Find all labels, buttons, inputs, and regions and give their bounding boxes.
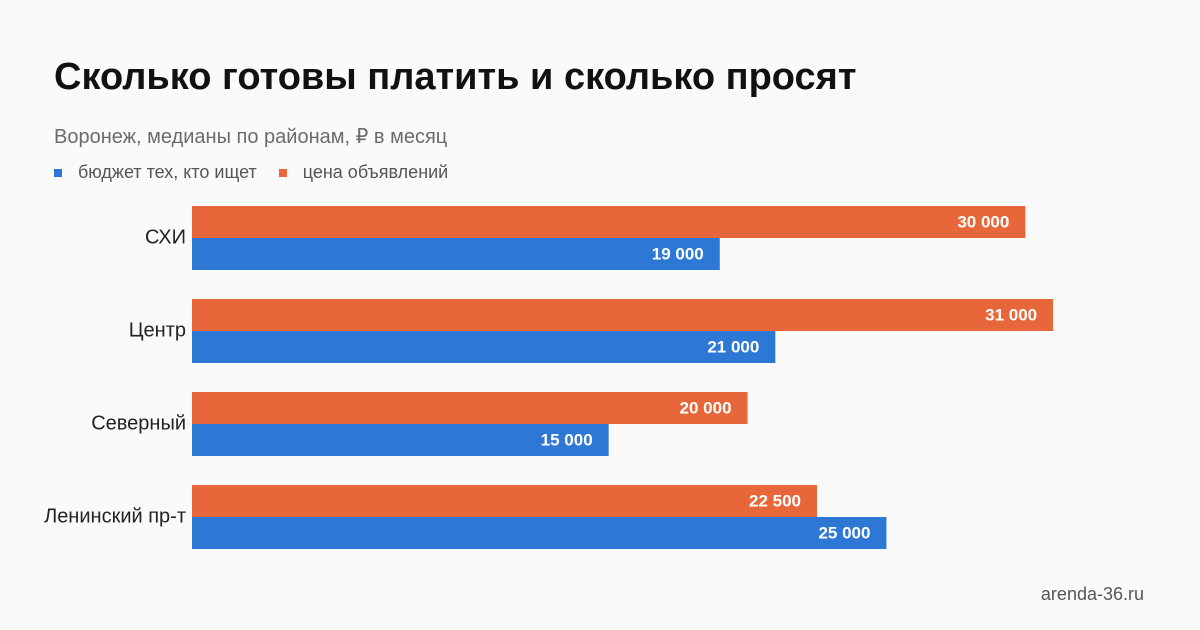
legend-item-budget: бюджет тех, кто ищет bbox=[54, 162, 257, 183]
chart-title: Сколько готовы платить и сколько просят bbox=[54, 56, 857, 98]
chart-subtitle: Воронеж, медианы по районам, ₽ в месяц bbox=[54, 126, 448, 148]
bar-asking-2 bbox=[192, 392, 748, 424]
value-label-asking-0: 30 000 bbox=[957, 212, 1009, 231]
category-label-1: Центр bbox=[129, 319, 186, 341]
category-label-2: Северный bbox=[91, 412, 186, 434]
legend-swatch-budget bbox=[54, 168, 62, 177]
value-label-budget-0: 19 000 bbox=[652, 244, 704, 263]
value-label-budget-1: 21 000 bbox=[707, 337, 759, 356]
legend-label-budget: бюджет тех, кто ищет bbox=[78, 162, 257, 182]
value-label-budget-3: 25 000 bbox=[818, 523, 870, 542]
bar-budget-2 bbox=[192, 424, 609, 456]
category-label-0: СХИ bbox=[145, 226, 186, 248]
category-label-3: Ленинский пр-т bbox=[44, 505, 186, 527]
bar-asking-0 bbox=[192, 206, 1026, 238]
bar-budget-3 bbox=[192, 517, 887, 549]
bar-asking-1 bbox=[192, 299, 1054, 331]
source-credit: arenda-36.ru bbox=[1040, 584, 1144, 604]
bar-budget-1 bbox=[192, 331, 776, 363]
value-label-budget-2: 15 000 bbox=[541, 430, 593, 449]
legend-label-asking: цена объявлений bbox=[302, 162, 449, 182]
bar-budget-0 bbox=[192, 238, 720, 270]
legend-swatch-asking bbox=[278, 168, 287, 177]
legend-item-asking: цена объявлений bbox=[278, 162, 449, 183]
bar-asking-3 bbox=[192, 485, 817, 517]
value-label-asking-3: 22 500 bbox=[749, 491, 801, 510]
value-label-asking-1: 31 000 bbox=[985, 305, 1037, 324]
value-label-asking-2: 20 000 bbox=[680, 398, 732, 417]
legend: бюджет тех, кто ищет цена объявлений bbox=[54, 162, 470, 183]
